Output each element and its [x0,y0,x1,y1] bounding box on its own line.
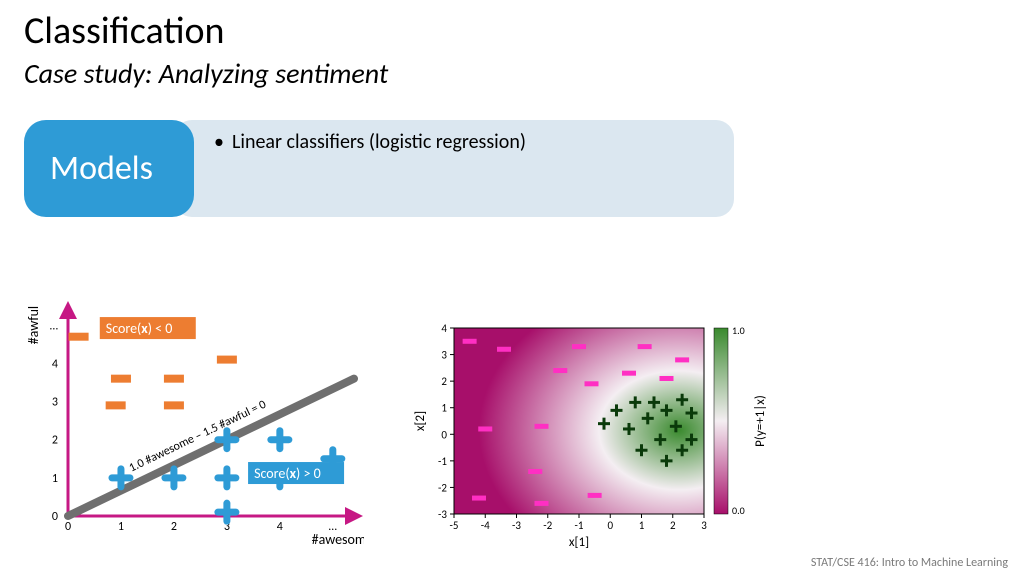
bullet-icon: • [214,130,224,154]
right-chart: -5 -4 -3 -2 -1 0 1 2 3 -3 -2 -1 0 1 2 3 4 x[1] x[2] 1.0 0.0 P… [410,320,770,550]
svg-text:-1: -1 [575,519,584,532]
svg-text:0.0: 0.0 [732,504,745,517]
svg-text:4: 4 [52,357,58,371]
svg-text:0: 0 [65,520,71,534]
svg-text:#awful: #awful [25,306,42,344]
left-chart: 01234…01234…#awesome#awful1.0 #awesome –… [24,300,364,550]
svg-text:4: 4 [277,520,283,534]
svg-text:-2: -2 [438,481,447,494]
svg-text:-4: -4 [481,519,490,532]
svg-text:1.0 #awesome – 1.5 #awful = 0: 1.0 #awesome – 1.5 #awful = 0 [127,398,269,476]
slide-title: Classification [24,8,225,54]
svg-text:0: 0 [441,428,447,441]
svg-text:…: … [50,319,58,333]
svg-text:2: 2 [670,519,676,532]
svg-text:0: 0 [607,519,613,532]
svg-text:Score(x) > 0: Score(x) > 0 [254,465,321,482]
slide-subtitle: Case study: Analyzing sentiment [24,56,388,91]
svg-text:2: 2 [441,375,447,388]
models-bullet-text: Linear classifiers (logistic regression) [232,130,526,154]
svg-text:4: 4 [441,322,447,335]
svg-text:1: 1 [52,472,58,486]
svg-text:2: 2 [171,520,177,534]
svg-text:-3: -3 [438,508,447,521]
svg-text:-5: -5 [450,519,459,532]
svg-text:x[1]: x[1] [569,535,589,550]
svg-text:P(y=+1|x): P(y=+1|x) [753,395,768,447]
models-row: Models • Linear classifiers (logistic re… [24,120,734,217]
svg-text:#awesome: #awesome [312,531,364,548]
footer-text: STAT/CSE 416: Intro to Machine Learning [811,556,1008,570]
svg-text:0: 0 [52,510,58,524]
svg-text:3: 3 [441,349,447,362]
svg-text:-1: -1 [438,455,447,468]
svg-text:x[2]: x[2] [413,411,428,431]
svg-text:-3: -3 [512,519,521,532]
svg-text:Score(x) < 0: Score(x) < 0 [106,320,173,337]
svg-text:1: 1 [118,520,124,534]
svg-text:1.0: 1.0 [732,324,745,337]
svg-text:2: 2 [52,434,58,448]
svg-text:3: 3 [52,396,58,410]
svg-text:3: 3 [701,519,707,532]
svg-text:1: 1 [639,519,645,532]
svg-text:-2: -2 [543,519,552,532]
models-body: • Linear classifiers (logistic regressio… [174,120,734,217]
models-pill: Models [24,120,194,217]
svg-text:1: 1 [441,402,447,415]
